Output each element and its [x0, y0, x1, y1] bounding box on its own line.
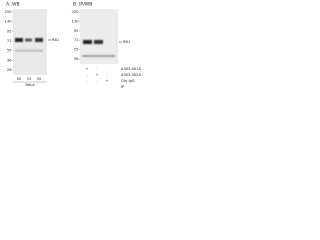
marker-label: 28 — [7, 68, 12, 72]
row-cell: + — [105, 79, 108, 83]
marker-label: 250 — [72, 10, 80, 14]
lane-label: 50 — [17, 77, 22, 81]
marker-label: 36 — [7, 58, 12, 62]
row-cell: - — [96, 67, 98, 71]
bands — [15, 38, 115, 57]
row-cell: - — [106, 73, 108, 77]
row-cell: + — [95, 73, 98, 77]
row-cell: - — [86, 79, 88, 83]
row-label: A303-001A — [121, 67, 141, 71]
row-cell: - — [96, 79, 98, 83]
marker-label: 95 — [7, 29, 12, 33]
row-cell: - — [86, 73, 88, 77]
marker-label: 130 — [5, 20, 13, 24]
blot-b — [80, 9, 118, 64]
marker-label: 36 — [74, 57, 79, 61]
target-label: RB1 — [123, 40, 130, 44]
row-label: A303-002A — [121, 73, 141, 77]
footer-label: IP — [121, 85, 125, 89]
lane-label: 50 — [37, 77, 42, 81]
marker-label: 55 — [74, 48, 79, 52]
marker-label: 72 — [74, 38, 79, 42]
row-cell: + — [85, 67, 88, 71]
lane-label: 15 — [27, 77, 32, 81]
panel-label: A. WB — [6, 2, 20, 8]
marker-label: 55 — [7, 49, 12, 53]
row-cell: - — [106, 67, 108, 71]
marker-label: 72 — [7, 39, 12, 43]
sample-label: HeLa — [25, 83, 34, 87]
marker-label: 130 — [72, 19, 80, 23]
marker-label: 250 — [5, 10, 13, 14]
panel-label: B. IP/WB — [73, 2, 92, 8]
row-label: Ctrl IgG — [121, 79, 135, 83]
marker-label: 95 — [74, 29, 79, 33]
target-label: RB1 — [52, 38, 59, 42]
